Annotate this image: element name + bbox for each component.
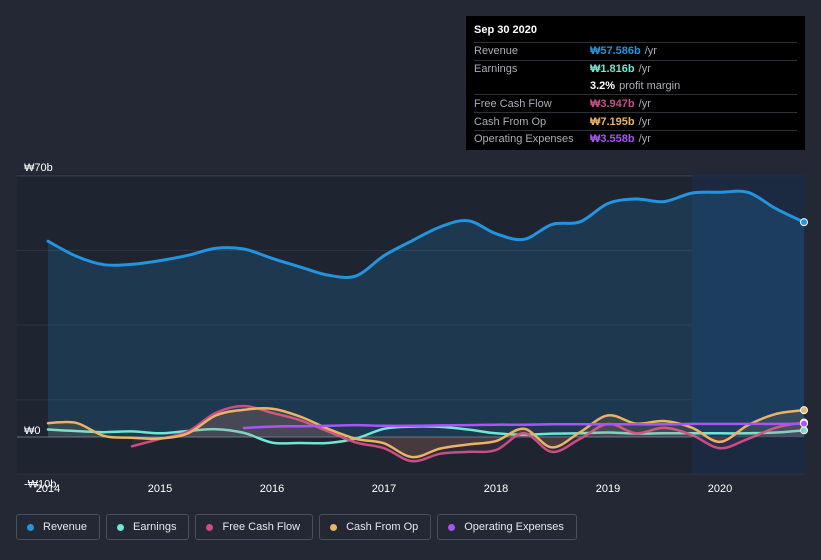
tooltip-row-value: 3.2% (590, 79, 616, 92)
y-tick-label: -₩10b (24, 478, 56, 490)
tooltip-row-value: ₩57.586b (590, 45, 641, 58)
legend-label: Earnings (133, 521, 177, 533)
tooltip-row-value: ₩7.195b (590, 115, 635, 128)
legend-label: Free Cash Flow (222, 521, 301, 533)
x-tick-label: 2020 (708, 483, 732, 495)
legend-item-operating-expenses[interactable]: Operating Expenses (437, 514, 577, 540)
free-cash-flow-line (130, 404, 806, 463)
tooltip-row-unit: /yr (644, 45, 657, 58)
hover-tooltip: Sep 30 2020 Revenue ₩57.586b/yr Earnings ₩1… (466, 16, 805, 150)
financial-line-chart: 2014 2015 2016 2017 2018 2019 2020 ₩70b ₩0 -₩10b (17, 162, 808, 495)
tooltip-row: Free Cash Flow ₩3.947b/yr (474, 94, 797, 112)
tooltip-row: 3.2% profit margin (474, 78, 797, 95)
legend-dot-icon (448, 523, 456, 531)
tooltip-row-label: Earnings (474, 63, 518, 76)
tooltip-row-unit: /yr (638, 63, 651, 76)
tooltip-row-unit: /yr (638, 97, 651, 110)
y-tick-label: ₩70b (24, 162, 53, 174)
revenue-endpoint (800, 218, 808, 227)
legend-dot-icon (117, 523, 125, 531)
y-tick-label: ₩0 (24, 425, 41, 437)
legend-item-revenue[interactable]: Revenue (16, 514, 101, 540)
free-cash-flow-area (132, 406, 804, 462)
tooltip-row-label: Cash From Op (474, 115, 547, 128)
tooltip-row-label: Revenue (474, 45, 519, 58)
cash-from-op-area (48, 408, 804, 458)
tooltip-row: Operating Expenses ₩3.558b/yr (474, 129, 797, 148)
revenue-area (48, 191, 804, 437)
x-tick-label: 2016 (260, 483, 284, 495)
legend-dot-icon (206, 523, 214, 531)
series-group (46, 189, 808, 463)
legend-label: Revenue (43, 521, 88, 533)
legend-dot-icon (330, 523, 338, 531)
operating-expenses-line (242, 422, 806, 430)
tooltip-row: Cash From Op ₩7.195b/yr (474, 112, 797, 130)
grid (17, 175, 805, 475)
legend-item-cash-from-op[interactable]: Cash From Op (319, 514, 432, 540)
x-tick-label: 2015 (148, 483, 172, 495)
legend-label: Operating Expenses (464, 521, 564, 533)
tooltip-row-label: Operating Expenses (474, 133, 574, 146)
x-tick-label: 2017 (372, 483, 396, 495)
tooltip-row: Earnings ₩1.816b/yr (474, 59, 797, 78)
tooltip-row-unit: /yr (638, 133, 651, 146)
chart-legend: Revenue Earnings Free Cash Flow Cash From O… (16, 514, 577, 540)
tooltip-row-label: Free Cash Flow (474, 97, 552, 110)
legend-item-free-cash-flow[interactable]: Free Cash Flow (195, 514, 314, 540)
cash-from-op-endpoint (800, 406, 808, 415)
x-tick-label: 2018 (484, 483, 508, 495)
operating-expenses-endpoint (800, 419, 808, 428)
tooltip-row-value: ₩1.816b (590, 63, 635, 76)
x-axis: 2014 2015 2016 2017 2018 2019 2020 (36, 483, 732, 495)
x-tick-label: 2019 (596, 483, 620, 495)
tooltip-row-unit: /yr (638, 115, 651, 128)
tooltip-date: Sep 30 2020 (474, 24, 537, 36)
tooltip-row-value: ₩3.947b (590, 97, 635, 110)
tooltip-row-value: ₩3.558b (590, 133, 635, 146)
tooltip-rows: Revenue ₩57.586b/yr Earnings ₩1.816b/yr 3.2%… (474, 42, 797, 148)
revenue-line (46, 189, 806, 279)
legend-item-earnings[interactable]: Earnings (106, 514, 190, 540)
y-axis: ₩70b ₩0 -₩10b (24, 162, 56, 490)
legend-label: Cash From Op (346, 521, 419, 533)
legend-dot-icon (27, 523, 34, 531)
tooltip-row-unit: profit margin (619, 79, 681, 92)
tooltip-row: Revenue ₩57.586b/yr (474, 42, 797, 60)
x-tick-label: 2014 (36, 483, 60, 495)
